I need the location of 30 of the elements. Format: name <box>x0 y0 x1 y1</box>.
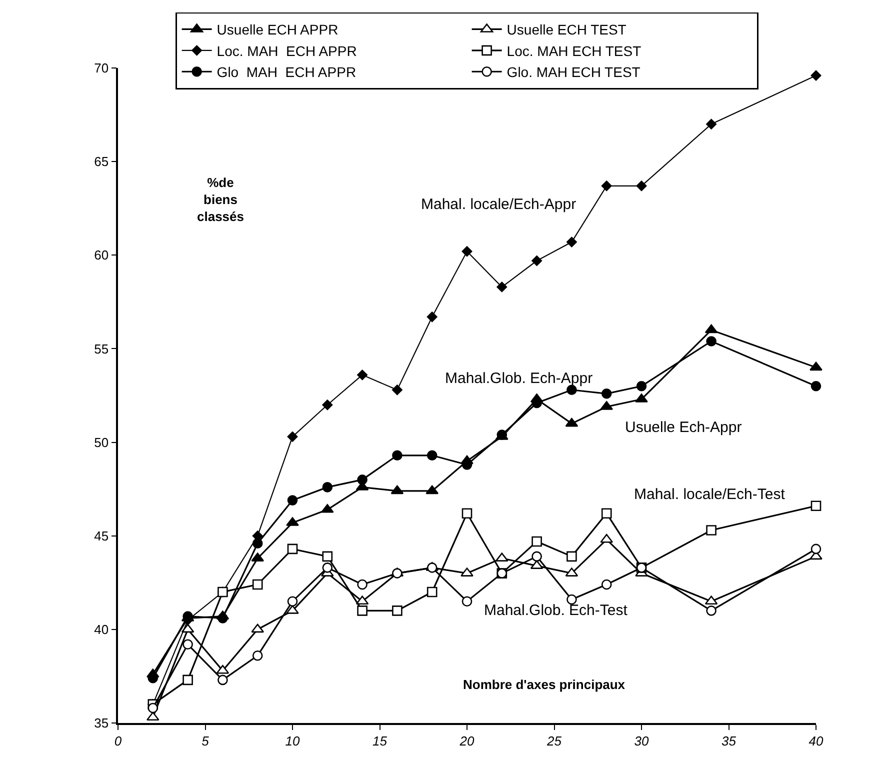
annotation: Usuelle Ech-Appr <box>625 419 742 436</box>
y-tick-label: 45 <box>94 528 109 544</box>
y-axis-title: %de biens classés <box>197 175 244 224</box>
x-tick-label: 15 <box>372 733 388 748</box>
y-tick-label: 65 <box>94 154 109 170</box>
legend-label: Glo MAH ECH APPR <box>216 64 356 80</box>
x-tick-label: 10 <box>285 733 300 748</box>
y-tick-label: 40 <box>94 622 109 637</box>
legend-label: Usuelle ECH APPR <box>216 22 338 38</box>
annotation: Mahal.Glob. Ech-Appr <box>445 370 593 387</box>
y-tick-label: 70 <box>94 60 109 76</box>
legend-label: Loc. MAH ECH TEST <box>506 42 642 59</box>
y-tick-label: 55 <box>94 341 109 356</box>
x-tick-label: 30 <box>634 733 650 748</box>
y-tick-label: 60 <box>94 248 109 263</box>
x-tick-label: 20 <box>458 733 475 748</box>
legend-label: Glo. MAH ECH TEST <box>506 64 641 80</box>
legend-label: Loc. MAH ECH APPR <box>216 42 357 59</box>
x-axis-title: Nombre d'axes principaux <box>463 677 626 692</box>
x-tick-label: 0 <box>114 733 122 748</box>
x-tick-label: 40 <box>808 733 824 748</box>
legend-label: Usuelle ECH TEST <box>506 22 627 38</box>
annotation: Mahal. locale/Ech-Test <box>634 486 786 503</box>
y-tick-label: 50 <box>94 434 109 450</box>
x-tick-label: 5 <box>202 733 210 748</box>
x-tick-label: 35 <box>722 733 737 748</box>
annotation: Mahal.Glob. Ech-Test <box>484 602 628 619</box>
x-tick-label: 25 <box>546 733 562 748</box>
y-tick-label: 35 <box>94 716 109 731</box>
annotation: Mahal. locale/Ech-Appr <box>421 196 576 213</box>
